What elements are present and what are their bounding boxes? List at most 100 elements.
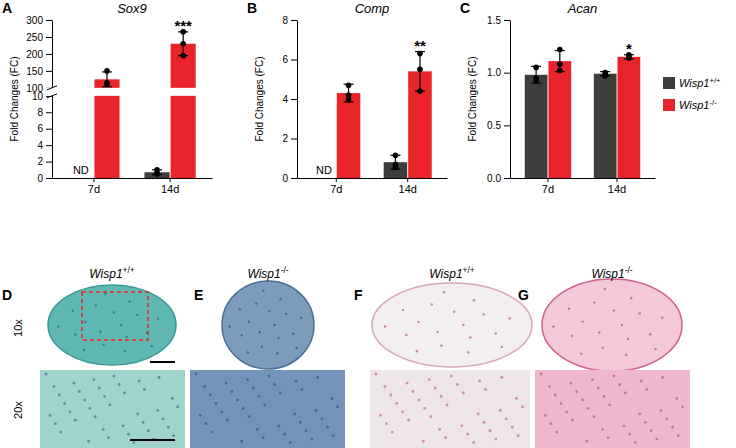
cell-texture [466, 433, 469, 436]
cell-texture [326, 426, 329, 429]
cell-texture [273, 383, 276, 386]
cell-texture [87, 440, 90, 443]
cell-texture [210, 431, 213, 434]
cell-texture [654, 348, 656, 350]
y-tick-label: 150 [26, 66, 43, 77]
bar [548, 61, 571, 178]
cell-texture [258, 395, 261, 398]
y-tick-label: 0 [37, 173, 43, 184]
cell-texture [462, 324, 464, 326]
cell-texture [128, 300, 130, 302]
x-axis: 7d14d [53, 178, 213, 195]
cell-texture [300, 388, 303, 391]
y-axis-title: Fold Changes (FC) [467, 56, 478, 141]
y-tick-label: 8 [282, 15, 288, 26]
cell-texture [316, 376, 319, 379]
y-tick: 0 [37, 173, 52, 184]
cell-texture [460, 424, 463, 427]
cell-texture [607, 436, 610, 439]
gene-symbol: Wisp1 [429, 267, 462, 281]
axis-break-mark [47, 86, 57, 90]
y-tick-label: 1.0 [487, 67, 501, 78]
y-tick: 1.5 [487, 15, 510, 26]
gene-symbol: Wisp1 [679, 77, 709, 89]
cell-texture [277, 337, 279, 339]
panel-label: B [247, 0, 257, 16]
y-tick-mark [291, 99, 297, 100]
annotation: *** [174, 17, 192, 34]
y-tick: 250 [26, 32, 52, 43]
cell-texture [74, 419, 77, 422]
cell-texture [273, 324, 275, 326]
cell-texture [176, 406, 179, 409]
magnification-label: 10x [12, 319, 24, 337]
x-axis-line [298, 178, 448, 179]
cell-texture [299, 421, 302, 424]
cell-texture [436, 331, 438, 333]
cell-texture [136, 413, 139, 416]
x-tick-mark [407, 178, 408, 182]
cell-texture [332, 434, 335, 437]
y-tick-mark [46, 178, 52, 179]
cell-texture [575, 390, 578, 393]
cell-texture [279, 392, 282, 395]
x-axis: 7d14d [298, 178, 448, 195]
annotation: ND [73, 164, 89, 176]
cell-texture [500, 376, 503, 379]
replicate-point [557, 47, 563, 53]
cell-texture [395, 402, 398, 405]
cell-texture [621, 324, 623, 326]
chart-title: Acan [567, 1, 598, 16]
zoom-box [82, 292, 148, 340]
cell-texture [548, 385, 551, 388]
x-axis-line [511, 178, 656, 179]
y-tick: 150 [26, 66, 52, 77]
cell-texture [107, 436, 110, 439]
cell-texture [501, 346, 503, 348]
cell-texture [262, 289, 264, 291]
cell-texture [416, 350, 418, 352]
y-tick-label: 0.0 [487, 173, 501, 184]
cell-texture [638, 413, 641, 416]
y-tick-mark [46, 20, 52, 21]
y-axis: 0246810100150200250300 [26, 15, 52, 184]
cell-texture [255, 302, 257, 304]
cell-texture [483, 313, 485, 315]
genotype-superscript: +/+ [463, 265, 475, 275]
cell-texture [440, 345, 442, 347]
cell-texture [603, 395, 606, 398]
cell-texture [226, 419, 229, 422]
cell-texture [649, 333, 651, 335]
tissue-section-20x [535, 370, 690, 448]
cell-texture [122, 424, 125, 427]
y-tick-mark [46, 112, 52, 113]
axis-break-mark [47, 94, 57, 98]
cell-texture [462, 392, 465, 395]
tissue-section-10x [542, 279, 682, 371]
gene-symbol: Wisp1 [247, 267, 280, 281]
cell-texture [585, 440, 588, 443]
cell-texture [661, 376, 664, 379]
figure: 02468101001502002503007d14dSox9AFold Cha… [0, 0, 736, 448]
cell-texture [54, 422, 57, 425]
cell-texture [495, 332, 497, 334]
cell-texture [544, 414, 547, 417]
genotype-superscript: -/- [281, 265, 289, 275]
bar [594, 74, 617, 178]
scale-bar [150, 361, 175, 363]
y-tick: 4 [37, 140, 52, 151]
cell-texture [83, 349, 85, 351]
axis-break-gap [46, 88, 212, 96]
cell-texture [293, 413, 296, 416]
cell-texture [49, 414, 52, 417]
cell-texture [242, 407, 245, 410]
x-tick-label: 14d [399, 183, 417, 195]
x-tick-label: 7d [88, 183, 100, 195]
cell-texture [645, 388, 648, 391]
cell-texture [681, 406, 684, 409]
plot-area [337, 51, 432, 178]
cell-texture [278, 424, 281, 427]
y-tick-label: 2 [282, 133, 288, 144]
cell-texture [423, 407, 426, 410]
cell-texture [384, 325, 386, 327]
